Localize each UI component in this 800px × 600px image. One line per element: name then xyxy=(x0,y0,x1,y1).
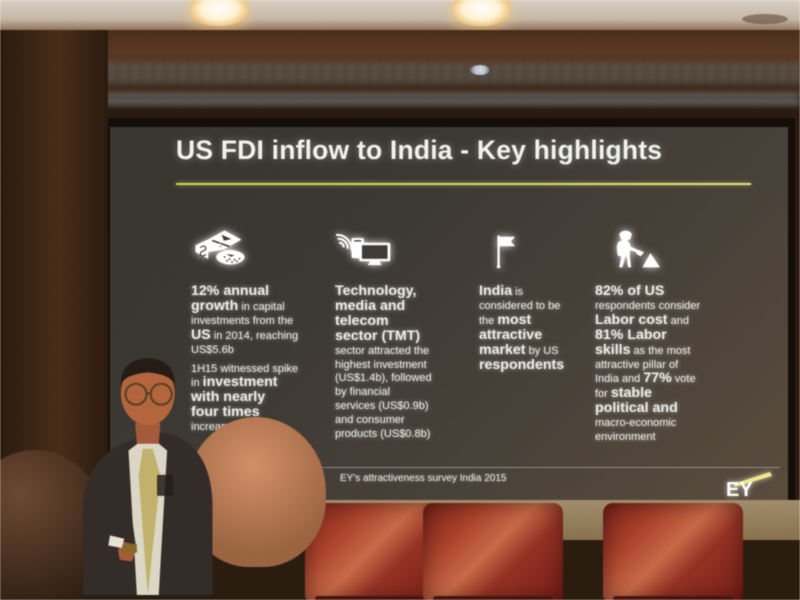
svg-text:EY: EY xyxy=(726,479,753,497)
